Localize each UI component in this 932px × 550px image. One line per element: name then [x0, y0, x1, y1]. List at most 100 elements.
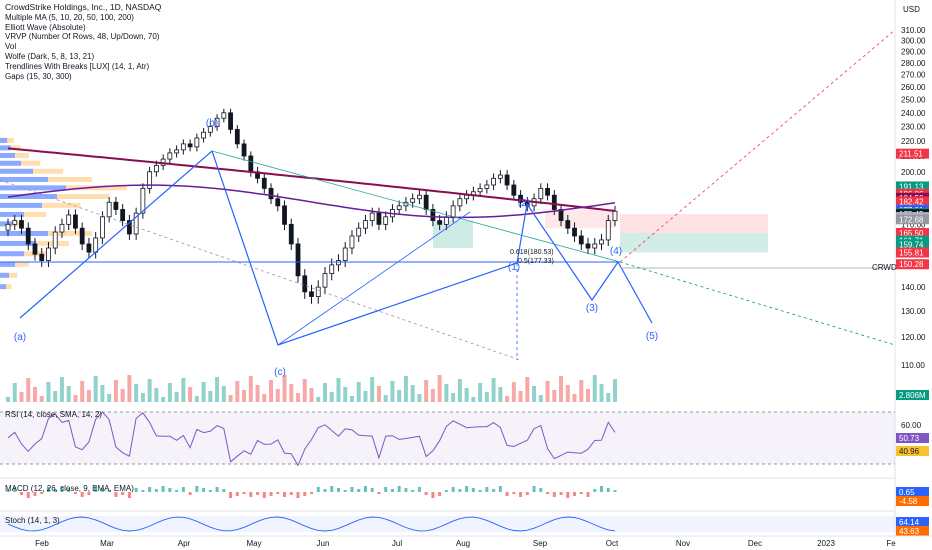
candle-body	[153, 164, 159, 173]
time-axis-label: Feb	[35, 539, 49, 548]
macd-histogram-bar	[552, 492, 556, 497]
candle-body	[79, 227, 85, 245]
indicator-wolfe[interactable]: Wolfe (Dark, 5, 8, 13, 21)	[5, 51, 95, 61]
volume-profile-bar	[0, 251, 24, 257]
volume-bar	[457, 379, 462, 402]
candle-body	[113, 201, 119, 210]
volume-bar	[478, 383, 483, 402]
price-tick-label: 310.00	[901, 26, 926, 35]
volume-bar	[269, 380, 274, 402]
macd-histogram-bar	[397, 486, 401, 492]
candle-body	[376, 212, 382, 225]
candle-body	[295, 243, 301, 277]
volume-bar	[484, 392, 489, 402]
volume-bar	[572, 394, 577, 402]
candle-body	[133, 212, 139, 235]
macd-histogram-bar	[330, 486, 334, 492]
rsi-tag	[896, 433, 929, 443]
price-axis-tag	[896, 228, 929, 239]
indicator-vol[interactable]: Vol	[5, 42, 17, 52]
indicator-gaps[interactable]: Gaps (15, 30, 300)	[5, 71, 72, 81]
volume-bar	[471, 397, 476, 402]
candle-body	[342, 247, 348, 261]
volume-bar	[140, 393, 145, 402]
volume-bar	[39, 396, 44, 402]
macd-histogram-bar	[107, 490, 111, 492]
indicator-ma[interactable]: Multiple MA (5, 10, 20, 50, 100, 200)	[5, 12, 134, 22]
time-axis-label: Dec	[748, 539, 762, 548]
volume-bar	[383, 395, 388, 402]
candle-body	[315, 286, 321, 297]
volume-bar	[120, 389, 125, 402]
volume-bar	[538, 395, 543, 402]
volume-bar	[80, 381, 85, 402]
price-tick-label: 110.00	[901, 361, 925, 370]
macd-histogram-bar	[411, 490, 415, 492]
macd-histogram-bar	[222, 489, 226, 492]
macd-histogram-bar	[505, 492, 509, 496]
macd-tag	[896, 487, 929, 497]
candle-body	[248, 155, 254, 173]
macd-histogram-bar	[13, 487, 17, 492]
target-zone	[620, 233, 768, 253]
candle-body	[430, 209, 436, 221]
candle-body	[46, 247, 51, 261]
macd-histogram-bar	[269, 492, 273, 496]
price-tick-label: 280.00	[901, 59, 926, 68]
candle-body	[52, 231, 58, 249]
volume-profile-bar	[12, 221, 23, 227]
indicator-vrvp[interactable]: VRVP (Number Of Rows, 48, Up/Down, 70)	[5, 32, 160, 42]
indicator-elliott[interactable]: Elliott Wave (Absolute)	[5, 22, 86, 32]
elliott-wave-label: (a)	[14, 332, 26, 343]
volume-bar	[309, 388, 314, 402]
volume-bar	[215, 377, 220, 402]
price-axis-tag-text: 2.806M	[899, 391, 926, 400]
volume-bar	[73, 395, 78, 402]
time-axis-label: Fe	[886, 539, 896, 548]
price-tick-label: 260.00	[901, 83, 926, 92]
volume-bar	[532, 386, 537, 402]
volume-bar	[565, 385, 570, 402]
price-axis-tag	[896, 214, 929, 225]
volume-bar	[356, 382, 361, 402]
candle-body	[518, 194, 523, 203]
volume-profile-bar	[33, 168, 64, 174]
volume-bar	[613, 379, 617, 402]
volume-bar	[86, 390, 91, 402]
elliott-wave-label: (1)	[508, 262, 520, 273]
time-axis-label: May	[246, 539, 261, 548]
rsi-legend[interactable]: RSI (14, close, SMA, 14, 2)	[5, 410, 102, 419]
volume-bar	[606, 393, 611, 402]
price-tick-label: 200.00	[901, 168, 926, 177]
candle-body	[86, 243, 92, 253]
volume-bar	[444, 384, 449, 402]
volume-bar	[275, 389, 280, 402]
price-tick-label: 130.00	[901, 307, 926, 316]
price-axis-tag-text: 150.28	[899, 260, 924, 269]
macd-histogram-bar	[336, 488, 340, 492]
volume-bar	[59, 377, 64, 402]
macd-histogram-bar	[161, 486, 165, 492]
macd-histogram-bar	[121, 492, 125, 495]
macd-histogram-bar	[357, 489, 361, 492]
volume-bar	[343, 387, 348, 402]
macd-tag-text: -4.58	[899, 497, 918, 506]
price-axis-tag-text: 159.74	[899, 240, 924, 249]
volume-bar	[242, 390, 247, 402]
volume-profile-bar	[0, 168, 33, 174]
time-axis-label: Jul	[392, 539, 402, 548]
price-tick-label: 250.00	[901, 96, 926, 105]
price-axis-tag	[896, 181, 929, 192]
macd-histogram-bar	[613, 490, 617, 492]
macd-histogram-bar	[451, 487, 455, 492]
macd-histogram-bar	[87, 492, 91, 495]
macd-histogram-bar	[235, 492, 239, 496]
volume-profile-bar	[10, 145, 21, 151]
elliott-wave-label: (c)	[274, 367, 286, 378]
stoch-legend[interactable]: Stoch (14, 1, 3)	[5, 516, 60, 525]
macd-legend[interactable]: MACD (12, 26, close, 9, EMA, EMA)	[5, 484, 134, 493]
rsi-tag	[896, 446, 929, 456]
macd-histogram-bar	[390, 489, 394, 492]
indicator-trendlines[interactable]: Trendlines With Breaks [LUX] (14, 1, Atr…	[5, 61, 150, 71]
macd-histogram-bar	[559, 492, 563, 495]
